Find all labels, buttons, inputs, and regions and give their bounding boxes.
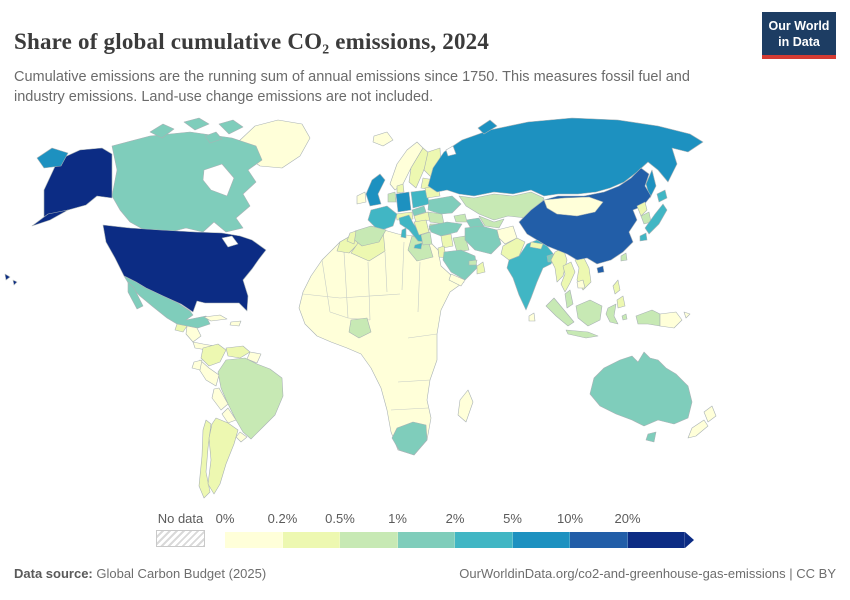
country-mexico[interactable] xyxy=(123,275,211,329)
country-italy[interactable] xyxy=(398,214,427,250)
country-turkey[interactable] xyxy=(428,221,463,237)
legend-bin[interactable] xyxy=(225,532,283,548)
africa-borders xyxy=(302,241,438,411)
country-taiwan[interactable] xyxy=(620,252,628,262)
legend-bin[interactable] xyxy=(512,532,570,548)
white-sea xyxy=(445,145,457,157)
country-united-states[interactable] xyxy=(4,147,267,313)
country-india[interactable] xyxy=(506,239,556,311)
no-data-swatch[interactable] xyxy=(156,530,205,547)
legend-bin[interactable] xyxy=(627,532,685,548)
country-saudi-arabia[interactable] xyxy=(442,249,478,281)
legend-tick: 1% xyxy=(388,511,407,526)
country-cambodia[interactable] xyxy=(576,279,586,289)
legend-tick: 0% xyxy=(215,511,235,526)
legend-bar xyxy=(225,532,685,548)
country-china[interactable] xyxy=(518,167,652,274)
legend-ticks: 0% 0.2% 0.5% 1% 2% 5% 10% 20% xyxy=(216,511,685,528)
owid-logo-line1: Our World xyxy=(768,19,830,33)
country-caucasus[interactable] xyxy=(453,213,468,223)
legend-tick: 10% xyxy=(556,511,584,526)
country-new-zealand[interactable] xyxy=(687,405,717,439)
great-lakes xyxy=(221,235,239,248)
country-afghanistan[interactable] xyxy=(496,225,518,245)
country-ecuador[interactable] xyxy=(191,359,203,371)
country-papua-new-guinea[interactable] xyxy=(659,311,691,329)
country-honduras[interactable] xyxy=(185,325,202,343)
country-mongolia[interactable] xyxy=(543,196,604,217)
data-source-label: Data source: xyxy=(14,566,93,581)
country-south-africa[interactable] xyxy=(391,421,428,456)
owid-logo[interactable]: Our World in Data xyxy=(762,12,836,60)
country-indonesia[interactable] xyxy=(545,297,661,339)
legend-bin[interactable] xyxy=(282,532,340,548)
country-australia[interactable] xyxy=(589,351,693,443)
country-ireland[interactable] xyxy=(356,191,367,205)
country-philippines[interactable] xyxy=(612,279,626,309)
legend-arrow xyxy=(685,532,694,548)
credit-link[interactable]: OurWorldinData.org/co2-and-greenhouse-ga… xyxy=(459,566,836,581)
page-title: Share of global cumulative CO₂ emissions… xyxy=(14,29,490,55)
country-argentina[interactable] xyxy=(207,417,239,495)
country-sweden[interactable] xyxy=(408,147,431,189)
map-legend: No data 0% 0.2% 0.5% 1% 2% 5% 10% 20% xyxy=(0,511,850,553)
country-dominican-republic[interactable] xyxy=(229,320,242,327)
country-russia[interactable] xyxy=(36,117,704,199)
country-canada[interactable] xyxy=(111,117,263,233)
legend-tick: 20% xyxy=(614,511,641,526)
legend-tick: 5% xyxy=(503,511,522,526)
chart-subtitle: Cumulative emissions are the running sum… xyxy=(14,68,690,105)
legend-bin[interactable] xyxy=(397,532,455,548)
legend-bin[interactable] xyxy=(455,532,513,548)
country-portugal[interactable] xyxy=(346,230,357,245)
country-uae[interactable] xyxy=(468,259,478,266)
legend-bin[interactable] xyxy=(340,532,398,548)
country-yemen[interactable] xyxy=(448,273,466,287)
country-iceland[interactable] xyxy=(372,131,394,147)
country-france[interactable] xyxy=(367,205,398,232)
legend-tick: 0.5% xyxy=(325,511,355,526)
data-source-value: Global Carbon Budget (2025) xyxy=(92,566,267,581)
owid-logo-line2: in Data xyxy=(778,34,820,49)
country-sri-lanka[interactable] xyxy=(528,312,536,322)
country-nepal[interactable] xyxy=(529,241,544,250)
country-iran[interactable] xyxy=(464,225,502,255)
country-north-korea[interactable] xyxy=(636,201,648,217)
country-serbia[interactable] xyxy=(413,219,430,236)
country-brazil[interactable] xyxy=(217,357,284,440)
data-source: Data source: Global Carbon Budget (2025) xyxy=(14,566,266,581)
country-uzbekistan[interactable] xyxy=(478,215,505,229)
country-germany[interactable] xyxy=(395,191,412,213)
country-greece[interactable] xyxy=(420,231,433,246)
country-guatemala[interactable] xyxy=(174,323,188,333)
country-syria[interactable] xyxy=(440,233,454,249)
country-colombia[interactable] xyxy=(200,343,227,367)
hudson-bay xyxy=(202,163,235,197)
country-oman[interactable] xyxy=(476,261,486,275)
country-malaysia[interactable] xyxy=(564,289,574,309)
country-bolivia[interactable] xyxy=(211,387,229,411)
country-japan[interactable] xyxy=(639,189,668,242)
country-denmark[interactable] xyxy=(396,183,405,194)
country-czechia[interactable] xyxy=(411,205,427,217)
no-data-label: No data xyxy=(157,511,204,526)
africa-landmass[interactable] xyxy=(298,227,465,456)
country-madagascar[interactable] xyxy=(457,389,474,423)
legend-tick: 0.2% xyxy=(267,511,298,526)
country-venezuela[interactable] xyxy=(225,345,251,359)
country-ukraine[interactable] xyxy=(427,195,462,215)
country-uruguay[interactable] xyxy=(235,431,248,443)
country-netherlands[interactable] xyxy=(387,191,397,203)
world-choropleth-map[interactable] xyxy=(0,112,850,508)
legend-bin[interactable] xyxy=(570,532,628,548)
country-nigeria[interactable] xyxy=(348,317,372,339)
country-thailand[interactable] xyxy=(560,261,576,293)
country-guyana[interactable] xyxy=(246,351,262,364)
country-united-kingdom[interactable] xyxy=(365,173,386,207)
legend-tick: 2% xyxy=(445,511,465,526)
country-cuba[interactable] xyxy=(203,314,228,322)
